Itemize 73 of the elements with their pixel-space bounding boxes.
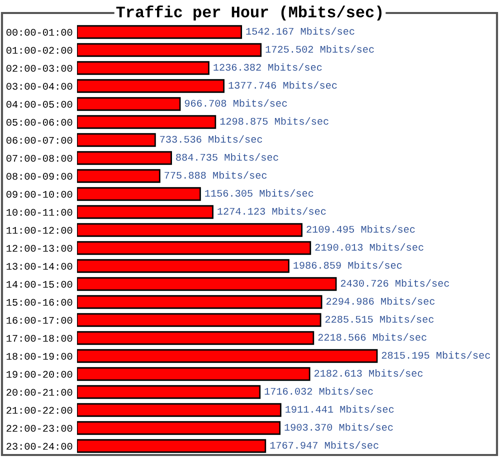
- bar: [77, 43, 262, 57]
- data-label: 2109.495 Mbits/sec: [306, 225, 415, 233]
- y-tick-label: 16:00-17:00: [6, 316, 72, 324]
- bar: [77, 241, 312, 255]
- data-label: 2218.566 Mbits/sec: [318, 333, 426, 341]
- bar: [77, 295, 322, 309]
- data-label: 2285.515 Mbits/sec: [325, 315, 434, 323]
- bar: [77, 367, 310, 381]
- bar: [77, 259, 290, 273]
- bar: [77, 205, 214, 219]
- data-label: 1156.305 Mbits/sec: [205, 189, 314, 197]
- bar: [77, 421, 281, 435]
- y-tick-label: 17:00-18:00: [6, 334, 72, 342]
- y-tick-label: 07:00-08:00: [6, 154, 72, 162]
- bar: [77, 349, 378, 363]
- data-label: 1236.382 Mbits/sec: [214, 63, 322, 71]
- y-tick-label: 15:00-16:00: [6, 298, 72, 306]
- y-tick-label: 21:00-22:00: [6, 406, 72, 414]
- y-tick-label: 12:00-13:00: [6, 244, 72, 252]
- y-tick-label: 22:00-23:00: [6, 424, 72, 432]
- data-label: 1725.502 Mbits/sec: [266, 45, 374, 53]
- data-label: 733.536 Mbits/sec: [160, 135, 262, 143]
- data-label: 775.888 Mbits/sec: [164, 171, 267, 179]
- y-tick-label: 02:00-03:00: [6, 64, 72, 72]
- bar: [77, 151, 172, 165]
- y-tick-label: 13:00-14:00: [6, 262, 72, 270]
- data-label: 1274.123 Mbits/sec: [218, 207, 326, 215]
- bar: [77, 331, 314, 345]
- bar: [77, 25, 242, 39]
- data-label: 884.735 Mbits/sec: [176, 153, 278, 161]
- bar: [77, 115, 216, 129]
- data-label: 966.708 Mbits/sec: [184, 99, 287, 107]
- bar: [77, 439, 266, 453]
- bar: [77, 223, 302, 237]
- bar: [77, 385, 261, 399]
- y-tick-label: 06:00-07:00: [6, 136, 72, 144]
- y-tick-label: 00:00-01:00: [6, 28, 72, 36]
- bar: [77, 133, 156, 147]
- data-label: 1298.875 Mbits/sec: [220, 117, 328, 125]
- data-label: 1377.746 Mbits/sec: [228, 81, 337, 89]
- data-label: 2294.986 Mbits/sec: [326, 297, 435, 305]
- y-tick-label: 03:00-04:00: [6, 82, 72, 90]
- bar: [77, 79, 225, 93]
- data-label: 2815.195 Mbits/sec: [382, 351, 490, 359]
- y-tick-label: 20:00-21:00: [6, 388, 72, 396]
- data-label: 1911.441 Mbits/sec: [286, 405, 394, 413]
- bar: [77, 313, 322, 327]
- bar: [77, 169, 160, 183]
- bar: [77, 403, 282, 417]
- y-tick-label: 01:00-02:00: [6, 46, 72, 54]
- y-tick-label: 09:00-10:00: [6, 190, 72, 198]
- y-tick-label: 08:00-09:00: [6, 172, 72, 180]
- data-label: 1986.859 Mbits/sec: [294, 261, 402, 269]
- data-label: 2182.613 Mbits/sec: [314, 369, 423, 377]
- data-label: 1716.032 Mbits/sec: [264, 387, 373, 395]
- data-label: 1903.370 Mbits/sec: [284, 423, 393, 431]
- y-tick-label: 19:00-20:00: [6, 370, 72, 378]
- y-tick-label: 04:00-05:00: [6, 100, 72, 108]
- data-label: 2190.013 Mbits/sec: [315, 243, 424, 251]
- y-tick-label: 05:00-06:00: [6, 118, 72, 126]
- chart-title: Traffic per Hour (Mbits/sec): [116, 5, 382, 21]
- data-label: 1542.167 Mbits/sec: [246, 27, 354, 35]
- bar: [77, 277, 337, 291]
- y-tick-label: 18:00-19:00: [6, 352, 72, 360]
- bar: [77, 61, 210, 75]
- y-tick-label: 23:00-24:00: [6, 442, 72, 450]
- data-label: 1767.947 Mbits/sec: [270, 441, 378, 449]
- y-tick-label: 10:00-11:00: [6, 208, 72, 216]
- bar: [77, 187, 201, 201]
- bar: [77, 97, 181, 111]
- data-label: 2430.726 Mbits/sec: [340, 279, 449, 287]
- y-tick-label: 14:00-15:00: [6, 280, 72, 288]
- y-tick-label: 11:00-12:00: [6, 226, 72, 234]
